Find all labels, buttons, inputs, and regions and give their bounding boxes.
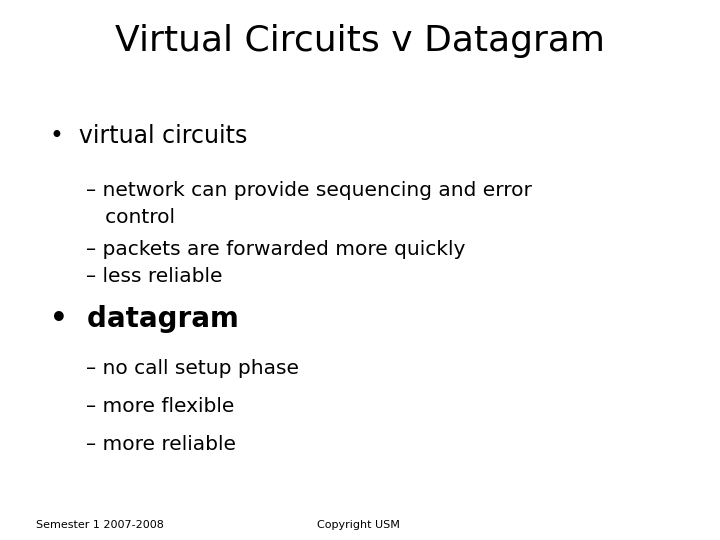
Text: control: control (86, 208, 176, 227)
Text: – less reliable: – less reliable (86, 267, 223, 286)
Text: – packets are forwarded more quickly: – packets are forwarded more quickly (86, 240, 466, 259)
Text: •  virtual circuits: • virtual circuits (50, 124, 248, 148)
Text: – more reliable: – more reliable (86, 435, 236, 454)
Text: – no call setup phase: – no call setup phase (86, 359, 300, 378)
Text: Semester 1 2007-2008: Semester 1 2007-2008 (36, 520, 164, 530)
Text: – more flexible: – more flexible (86, 397, 235, 416)
Text: Virtual Circuits v Datagram: Virtual Circuits v Datagram (115, 24, 605, 58)
Text: •  datagram: • datagram (50, 305, 239, 333)
Text: Copyright USM: Copyright USM (317, 520, 400, 530)
Text: – network can provide sequencing and error: – network can provide sequencing and err… (86, 181, 532, 200)
